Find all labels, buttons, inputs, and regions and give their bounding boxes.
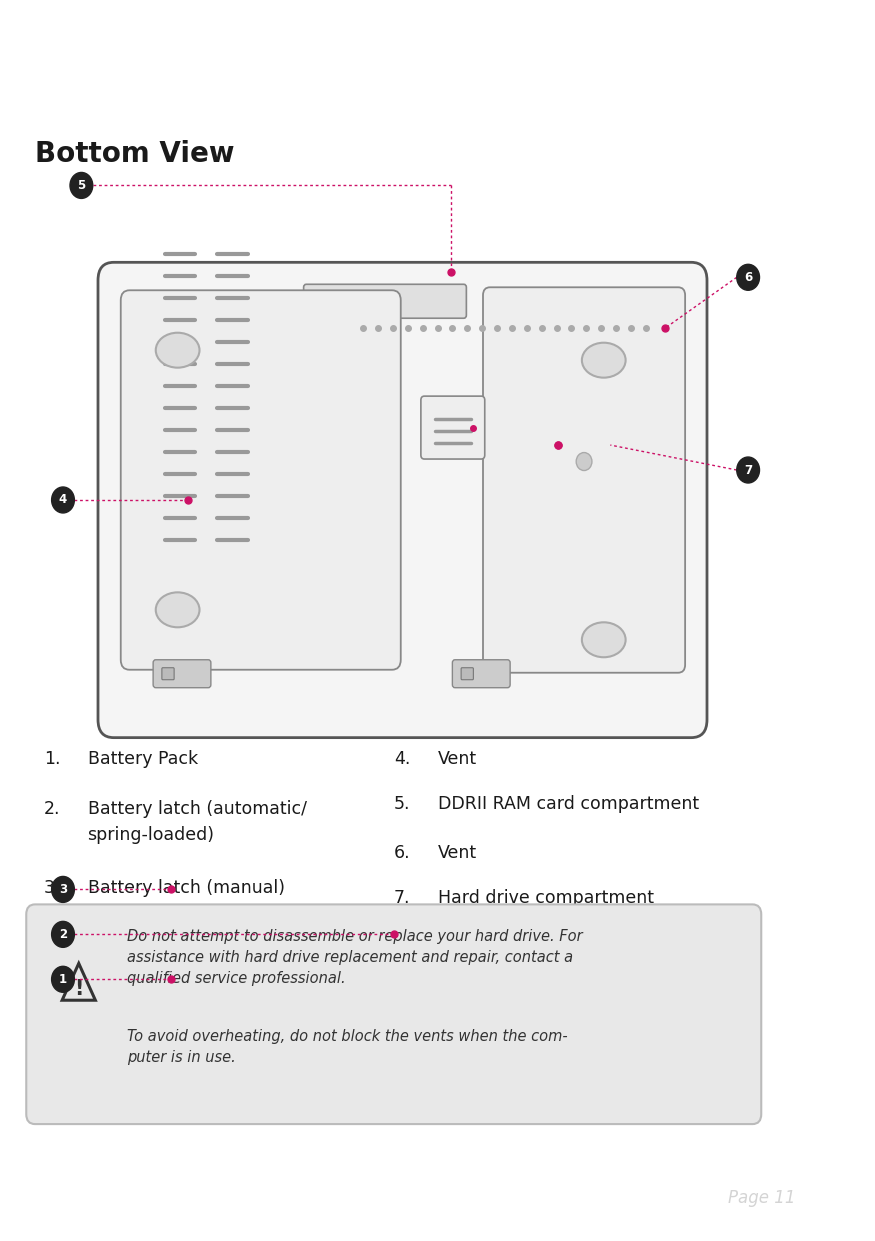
Ellipse shape [582,343,626,377]
Text: 5: 5 [77,179,86,192]
Text: Hard drive compartment: Hard drive compartment [438,890,654,907]
Ellipse shape [582,622,626,658]
Circle shape [737,457,760,483]
FancyBboxPatch shape [304,284,466,318]
Circle shape [52,486,74,513]
Text: Vent: Vent [438,750,477,768]
Text: Netbook at a Glance: Netbook at a Glance [33,40,463,76]
Text: 4.: 4. [394,750,410,768]
Text: Vent: Vent [438,844,477,862]
Text: 3.: 3. [44,880,60,897]
Text: Battery latch (automatic/
spring-loaded): Battery latch (automatic/ spring-loaded) [88,799,306,844]
FancyBboxPatch shape [98,262,707,737]
Text: Bottom View: Bottom View [35,140,234,169]
Text: 4: 4 [59,494,67,506]
FancyBboxPatch shape [452,660,510,688]
Text: Page 11: Page 11 [727,1189,795,1206]
Text: 2.: 2. [44,799,60,818]
Text: 7: 7 [744,464,752,477]
Circle shape [737,264,760,290]
Text: 2: 2 [59,928,67,941]
Text: Do not attempt to disassemble or replace your hard drive. For
assistance with ha: Do not attempt to disassemble or replace… [127,930,583,987]
Circle shape [52,876,74,902]
Text: Battery latch (manual): Battery latch (manual) [88,880,284,897]
Text: To avoid overheating, do not block the vents when the com-
puter is in use.: To avoid overheating, do not block the v… [127,1029,568,1065]
FancyBboxPatch shape [121,290,401,670]
FancyBboxPatch shape [162,668,174,680]
Text: 5.: 5. [394,794,410,813]
FancyBboxPatch shape [421,396,485,459]
Ellipse shape [156,592,200,627]
FancyBboxPatch shape [153,660,211,688]
Circle shape [52,967,74,993]
Text: Battery Pack: Battery Pack [88,750,198,768]
Circle shape [52,921,74,947]
Text: DDRII RAM card compartment: DDRII RAM card compartment [438,794,698,813]
Text: 1: 1 [59,973,67,985]
Circle shape [70,172,93,199]
Text: 6: 6 [744,271,752,284]
FancyBboxPatch shape [461,668,473,680]
Text: 1.: 1. [44,750,60,768]
FancyBboxPatch shape [26,905,761,1124]
Text: English: English [839,376,854,438]
Text: 3: 3 [59,882,67,896]
Ellipse shape [156,333,200,367]
Text: !: ! [74,979,83,999]
Text: 7.: 7. [394,890,410,907]
Ellipse shape [577,453,592,470]
FancyBboxPatch shape [483,287,685,673]
Text: 6.: 6. [394,844,410,862]
